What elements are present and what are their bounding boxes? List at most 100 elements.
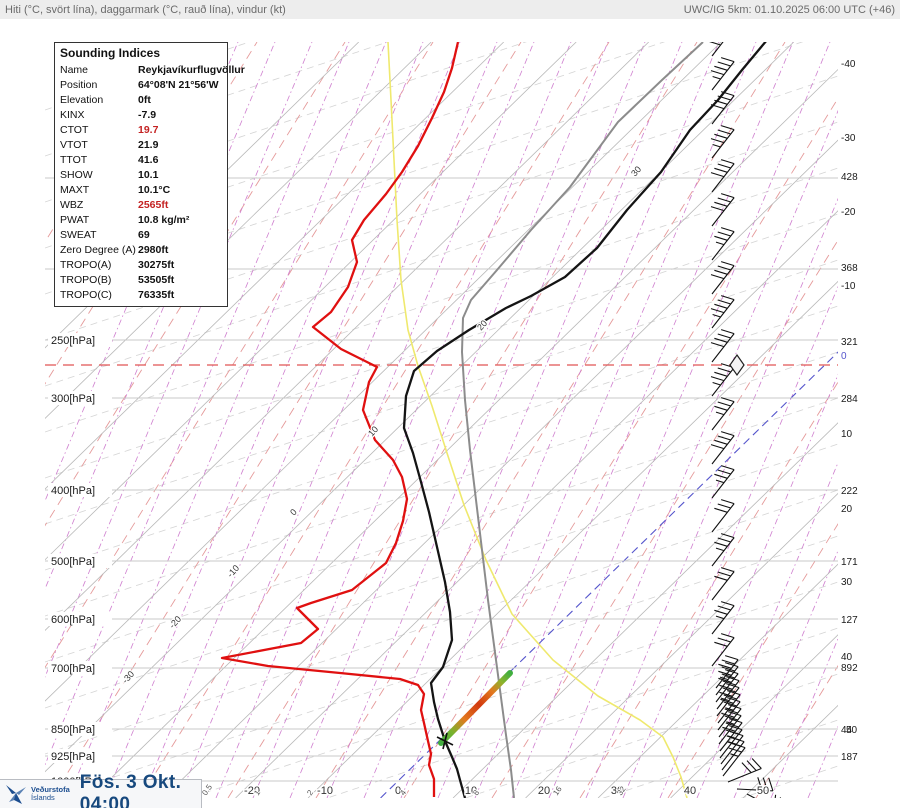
right-edge-label: 10 <box>841 429 853 440</box>
index-row: Zero Degree (A) 2980ft <box>55 243 227 258</box>
pressure-axis-label: 250[hPa] <box>51 335 95 347</box>
mixing-ratio-label: 8 <box>471 788 481 797</box>
right-edge-label: 222 <box>841 486 858 497</box>
wind-barbs-column <box>709 42 782 798</box>
adiabat-label: -10 <box>225 563 241 579</box>
wind-barb <box>711 633 735 667</box>
reference-curve <box>461 42 704 798</box>
valid-time-label: Fös. 3 Okt. 04:00 <box>79 772 182 808</box>
wind-barb <box>711 397 735 431</box>
wind-barb <box>727 758 762 783</box>
right-edge-label: 187 <box>841 752 858 763</box>
index-row: SWEAT 69 <box>55 228 227 243</box>
adiabat-label: -20 <box>167 614 183 630</box>
logo-line1: Veðurstofa <box>31 785 70 794</box>
mixing-ratio-label: 0.5 <box>200 782 214 797</box>
pressure-axis-label: 300[hPa] <box>51 393 95 405</box>
right-edge-label: -40 <box>841 59 856 70</box>
index-value: 2980ft <box>138 244 169 256</box>
mixing-ratio-lines <box>45 42 838 798</box>
index-row: Elevation 0ft <box>55 93 227 108</box>
index-value: 19.7 <box>138 124 159 136</box>
index-value: 69 <box>138 229 150 241</box>
wind-barb <box>710 295 735 329</box>
mixing-ratio-label: 4 <box>398 788 408 797</box>
wind-barb <box>710 125 735 159</box>
index-row: PWAT 10.8 kg/m² <box>55 213 227 228</box>
wetbulb-curve <box>387 42 688 798</box>
temperature-axis-label: 20 <box>538 785 550 797</box>
model-run-text: UWC/IG 5km: 01.10.2025 06:00 UTC (+46) <box>683 3 895 16</box>
adiabat-label: 0 <box>288 507 299 517</box>
compass-logo-icon <box>6 785 26 804</box>
index-row: SHOW 10.1 <box>55 168 227 183</box>
top-status-bar: Hiti (°C, svört lína), daggarmark (°C, r… <box>0 0 900 19</box>
index-label: CTOT <box>60 124 89 136</box>
wind-barb <box>720 731 744 765</box>
index-value: 76335ft <box>138 289 175 301</box>
pressure-label-bg <box>48 554 112 568</box>
isotherm-lines <box>45 42 838 798</box>
tropopause-diamond-marker <box>729 353 745 377</box>
wind-barb <box>710 363 735 397</box>
bottom-time-bar: Veðurstofa Íslands Fös. 3 Okt. 04:00 <box>0 772 202 808</box>
index-label: TROPO(C) <box>60 289 112 301</box>
index-value: 10.1 <box>138 169 159 181</box>
index-value: 0ft <box>138 94 151 106</box>
pressure-axis-label: 500[hPa] <box>51 556 95 568</box>
wind-barb <box>711 465 735 499</box>
freezing-highlight-segment <box>438 670 513 746</box>
adiabat-label: -30 <box>120 669 136 685</box>
wind-barb <box>719 725 743 759</box>
pressure-label-bg <box>48 391 112 405</box>
temperature-axis-label: 0 <box>395 785 401 797</box>
temperature-axis-label: -20 <box>244 785 260 797</box>
wind-barb <box>711 227 735 261</box>
index-row: CTOT 19.7 <box>55 123 227 138</box>
index-value: 64°08'N 21°56'W <box>138 79 219 91</box>
wind-barb <box>711 533 735 567</box>
pressure-axis-label: 925[hPa] <box>51 751 95 763</box>
mixing-ratio-label: 16 <box>551 784 564 797</box>
index-row: Name Reykjavíkurflugvöllur <box>55 63 245 78</box>
right-edge-label: 20 <box>841 504 853 515</box>
right-edge-label: 127 <box>841 615 858 626</box>
panel-title: Sounding Indices <box>60 46 161 60</box>
index-label: SWEAT <box>60 229 97 241</box>
right-edge-label: -10 <box>841 281 856 292</box>
mixing-ratio-label: 2 <box>305 788 315 797</box>
adiabat-label: 30 <box>629 164 643 178</box>
pressure-label-bg <box>48 333 112 347</box>
index-label: Name <box>60 64 89 76</box>
index-value: 21.9 <box>138 139 159 151</box>
index-label: TTOT <box>60 154 88 166</box>
temperature-axis-label: -10 <box>317 785 333 797</box>
pressure-axis-label: 600[hPa] <box>51 614 95 626</box>
index-label: VTOT <box>60 139 88 151</box>
wind-barb <box>710 57 735 91</box>
index-value: 10.1°C <box>138 184 171 196</box>
pressure-label-bg <box>48 612 112 626</box>
pressure-axis-label: 850[hPa] <box>51 724 95 736</box>
right-edge-label: 30 <box>841 577 853 588</box>
right-edge-label: 368 <box>841 263 858 274</box>
index-row: Position 64°08'N 21°56'W <box>55 78 227 93</box>
wind-barb <box>710 261 735 295</box>
met-office-logo: Veðurstofa Íslands <box>3 782 70 806</box>
index-label: KINX <box>60 109 85 121</box>
index-row: TROPO(B) 53505ft <box>55 273 227 288</box>
mixing-ratio-label: 1 <box>252 788 262 797</box>
right-edge-label: 428 <box>841 172 858 183</box>
right-edge-label: 171 <box>841 557 858 568</box>
index-label: Elevation <box>60 94 104 106</box>
index-label: TROPO(A) <box>60 259 112 271</box>
right-edge-label: 44 <box>841 725 853 736</box>
wind-barb <box>710 193 735 227</box>
chart-legend-text: Hiti (°C, svört lína), daggarmark (°C, r… <box>5 3 286 16</box>
index-value: 2565ft <box>138 199 169 211</box>
wind-barb <box>710 91 735 125</box>
wind-barb <box>711 499 735 533</box>
temperature-axis-label: 50 <box>757 785 769 797</box>
index-label: MAXT <box>60 184 90 196</box>
index-row: KINX -7.9 <box>55 108 227 123</box>
